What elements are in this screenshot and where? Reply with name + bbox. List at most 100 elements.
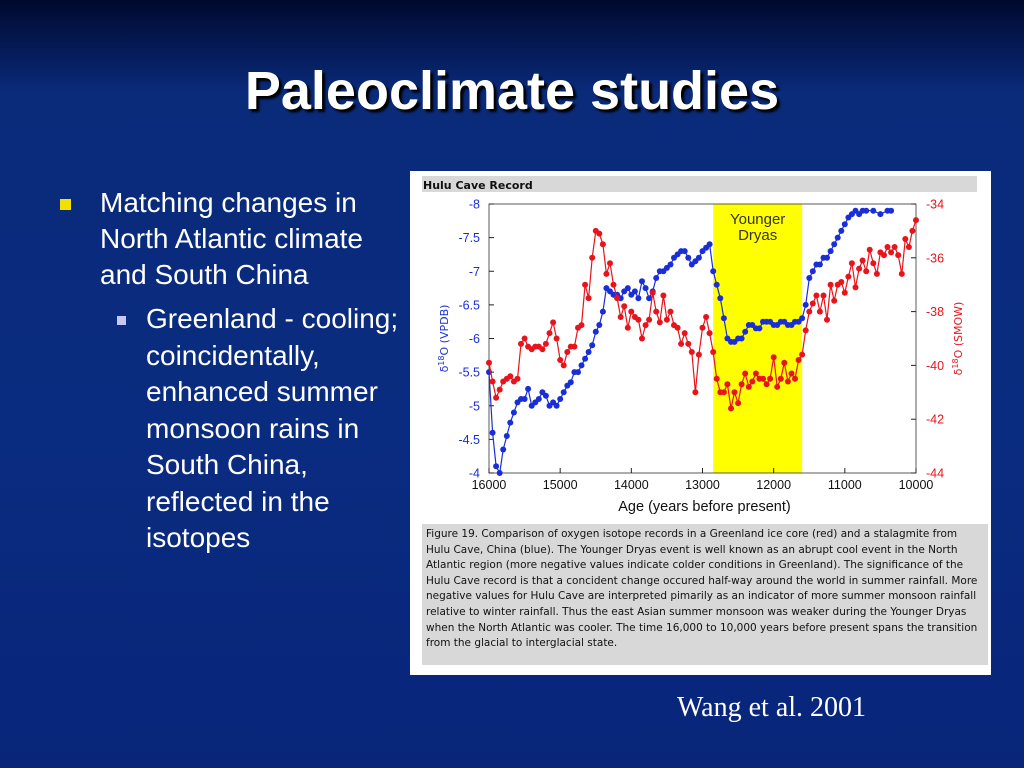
data-point-greenland bbox=[816, 308, 823, 315]
x-tick-label: 11000 bbox=[828, 478, 862, 492]
data-point-hulu bbox=[827, 248, 834, 255]
data-point-greenland bbox=[838, 279, 845, 285]
data-point-greenland bbox=[870, 260, 877, 267]
data-point-greenland bbox=[599, 241, 606, 248]
data-point-greenland bbox=[752, 370, 759, 377]
data-point-greenland bbox=[742, 370, 749, 377]
data-point-greenland bbox=[692, 389, 699, 396]
y-right-axis-label-part: δ bbox=[952, 368, 965, 375]
y-left-tick-label: -7.5 bbox=[458, 231, 480, 245]
data-point-greenland bbox=[781, 359, 788, 366]
data-point-hulu bbox=[500, 446, 507, 453]
data-point-hulu bbox=[631, 288, 638, 295]
data-point-hulu bbox=[653, 275, 660, 281]
data-point-greenland bbox=[792, 375, 798, 382]
data-point-greenland bbox=[891, 244, 898, 250]
data-point-greenland bbox=[603, 270, 610, 277]
data-point-greenland bbox=[685, 340, 692, 347]
y-left-tick-label: -4 bbox=[469, 467, 480, 481]
data-point-greenland bbox=[884, 244, 891, 250]
data-point-greenland bbox=[493, 394, 500, 401]
data-point-hulu bbox=[496, 470, 503, 476]
data-point-hulu bbox=[877, 211, 884, 218]
y-left-axis-label-part: 18 bbox=[437, 356, 446, 366]
data-point-greenland bbox=[560, 362, 567, 369]
data-point-greenland bbox=[496, 386, 503, 393]
data-point-greenland bbox=[514, 375, 521, 382]
y-left-tick-label: -4.5 bbox=[458, 433, 480, 447]
data-point-greenland bbox=[905, 244, 912, 250]
data-point-greenland bbox=[578, 322, 585, 329]
y-left-tick-label: -5.5 bbox=[458, 366, 480, 380]
data-point-hulu bbox=[685, 254, 692, 261]
data-point-hulu bbox=[841, 221, 848, 228]
data-point-greenland bbox=[699, 324, 706, 331]
y-right-tick-label: -36 bbox=[926, 251, 944, 265]
data-point-hulu bbox=[493, 463, 500, 470]
data-point-greenland bbox=[806, 308, 813, 315]
bullet-text: Matching changes in North Atlantic clima… bbox=[100, 187, 363, 290]
data-point-hulu bbox=[503, 433, 510, 439]
data-point-greenland bbox=[518, 340, 524, 347]
data-point-hulu bbox=[575, 369, 581, 376]
data-point-hulu bbox=[585, 349, 592, 355]
data-point-greenland bbox=[542, 340, 549, 347]
data-point-greenland bbox=[788, 370, 795, 377]
data-point-hulu bbox=[646, 295, 653, 302]
slide-title: Paleoclimate studies bbox=[244, 61, 780, 121]
x-tick-label: 12000 bbox=[756, 478, 791, 492]
data-point-hulu bbox=[560, 389, 567, 396]
data-point-hulu bbox=[831, 241, 838, 248]
data-point-hulu bbox=[834, 234, 841, 241]
data-point-greenland bbox=[738, 381, 745, 388]
data-point-hulu bbox=[695, 254, 702, 261]
data-point-greenland bbox=[486, 359, 492, 366]
figure-caption: Figure 19. Comparison of oxygen isotope … bbox=[422, 524, 988, 665]
data-point-hulu bbox=[870, 207, 877, 214]
data-point-greenland bbox=[706, 330, 713, 337]
y-right-axis-label-part: O (SMOW) bbox=[952, 302, 965, 359]
data-point-greenland bbox=[674, 324, 681, 331]
data-point-hulu bbox=[667, 261, 674, 268]
data-point-hulu bbox=[799, 315, 806, 322]
data-point-hulu bbox=[557, 396, 564, 402]
data-point-greenland bbox=[564, 349, 571, 355]
data-point-hulu bbox=[756, 325, 763, 332]
data-point-hulu bbox=[599, 308, 606, 315]
data-point-greenland bbox=[667, 308, 674, 315]
annotation-label: Dryas bbox=[738, 227, 777, 244]
data-point-greenland bbox=[745, 383, 752, 390]
data-point-greenland bbox=[763, 381, 770, 388]
x-tick-label: 15000 bbox=[543, 478, 578, 492]
data-point-greenland bbox=[649, 289, 656, 296]
citation-credit: Wang et al. 2001 bbox=[677, 692, 867, 723]
data-point-greenland bbox=[728, 405, 734, 412]
data-point-hulu bbox=[542, 392, 549, 399]
data-point-greenland bbox=[489, 378, 496, 385]
data-point-hulu bbox=[567, 379, 574, 386]
data-point-greenland bbox=[735, 400, 742, 407]
data-point-greenland bbox=[845, 273, 852, 280]
x-axis-label: Age (years before present) bbox=[618, 499, 790, 515]
data-point-greenland bbox=[663, 316, 670, 323]
bullet-marker-icon bbox=[60, 199, 71, 210]
data-point-hulu bbox=[525, 385, 532, 392]
data-point-greenland bbox=[841, 289, 848, 296]
data-point-greenland bbox=[695, 351, 702, 358]
data-point-greenland bbox=[585, 295, 592, 302]
data-point-greenland bbox=[777, 375, 784, 382]
data-point-hulu bbox=[838, 227, 845, 234]
data-point-greenland bbox=[688, 349, 695, 355]
x-tick-label: 14000 bbox=[614, 478, 649, 492]
y-left-tick-label: -5 bbox=[469, 399, 480, 413]
y-left-axis-label-part: δ bbox=[438, 365, 451, 372]
data-point-hulu bbox=[592, 328, 599, 335]
data-point-greenland bbox=[553, 335, 560, 342]
data-point-greenland bbox=[589, 254, 596, 261]
data-point-greenland bbox=[610, 281, 617, 288]
data-point-greenland bbox=[802, 327, 809, 334]
data-point-greenland bbox=[628, 308, 635, 315]
data-point-greenland bbox=[831, 297, 838, 304]
data-point-greenland bbox=[703, 314, 710, 320]
